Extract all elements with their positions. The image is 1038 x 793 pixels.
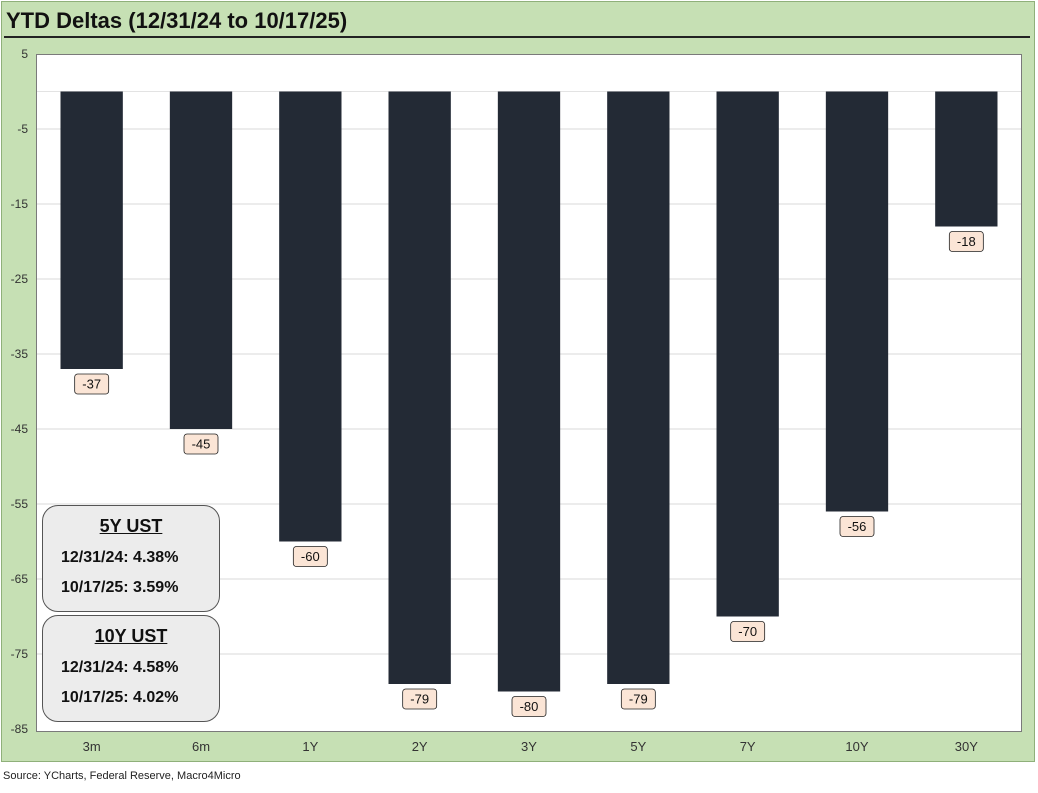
info-box-5y-ust: 5Y UST 12/31/24: 4.38% 10/17/25: 3.59% [42,505,220,612]
data-label-box [730,621,766,642]
bars [60,91,998,692]
data-label-box [511,696,547,717]
bar-10y [825,91,889,512]
bar-30y [935,91,998,227]
info-box-row: 10/17/25: 4.02% [61,689,179,706]
y-tick-label: -65 [11,572,29,586]
data-label-box [839,516,875,537]
y-axis-ticks: 5 -5 -15 -25 -35 -45 -55 -65 -75 -85 [11,47,29,736]
y-tick-label: -75 [11,647,29,661]
data-label: -80 [520,699,539,714]
y-tick-label: 5 [21,47,28,61]
data-label: -45 [192,437,211,452]
source-note: Source: YCharts, Federal Reserve, Macro4… [3,770,241,782]
info-box-row: 12/31/24: 4.38% [61,549,179,566]
x-tick-label: 7Y [740,739,756,754]
data-label-box [620,688,656,710]
y-tick-label: -45 [11,422,29,436]
info-box-10y-ust: 10Y UST 12/31/24: 4.58% 10/17/25: 4.02% [42,615,220,722]
y-tick-label: -55 [11,497,29,511]
bar-3y [497,91,561,692]
x-tick-label: 1Y [302,739,318,754]
data-label: -60 [301,549,320,564]
y-tick-label: -85 [11,722,29,736]
data-label-box [183,433,219,455]
bar-6m [169,91,233,429]
info-box-row: 10/17/25: 3.59% [61,579,179,596]
x-tick-label: 2Y [412,739,428,754]
y-tick-label: -15 [11,197,29,211]
data-label: -37 [82,377,101,392]
y-tick-label: -25 [11,272,29,286]
bar-3m [60,91,123,369]
data-label-box [948,231,984,252]
bar-5y [607,91,670,684]
data-label: -70 [738,624,757,639]
info-box-header: 5Y UST [99,516,163,536]
x-tick-label: 3Y [521,739,537,754]
x-tick-label: 5Y [630,739,646,754]
info-box-row: 12/31/24: 4.58% [61,659,179,676]
x-tick-label: 10Y [845,739,868,754]
data-label-box [74,373,110,395]
data-label-box [292,546,328,567]
data-labels: -37 -45 -60 -79 -80 -79 -70 -56 -18 [74,231,984,717]
data-label: -18 [957,234,976,249]
x-tick-label: 30Y [955,739,978,754]
data-label: -79 [629,692,648,707]
data-label: -79 [410,692,429,707]
bar-7y [716,91,779,617]
x-tick-label: 6m [192,739,210,754]
y-tick-label: -5 [17,122,28,136]
chart-title: YTD Deltas (12/31/24 to 10/17/25) [4,2,1030,38]
x-axis-ticks: 3m 6m 1Y 2Y 3Y 5Y 7Y 10Y 30Y [83,739,979,754]
y-tick-label: -35 [11,347,29,361]
data-label-box [402,688,438,710]
bar-1y [279,91,342,542]
info-box-header: 10Y UST [94,626,168,646]
data-label: -56 [848,519,867,534]
bar-2y [388,91,451,684]
x-tick-label: 3m [83,739,101,754]
